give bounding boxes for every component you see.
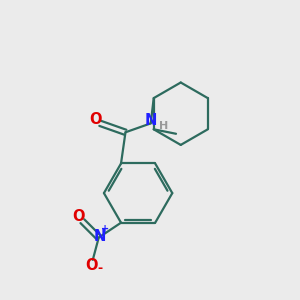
Text: -: - bbox=[98, 262, 103, 275]
Text: O: O bbox=[85, 258, 98, 273]
Text: N: N bbox=[93, 229, 106, 244]
Text: O: O bbox=[89, 112, 102, 127]
Text: H: H bbox=[159, 121, 168, 131]
Text: N: N bbox=[145, 113, 157, 128]
Text: +: + bbox=[101, 224, 109, 234]
Text: O: O bbox=[73, 209, 85, 224]
